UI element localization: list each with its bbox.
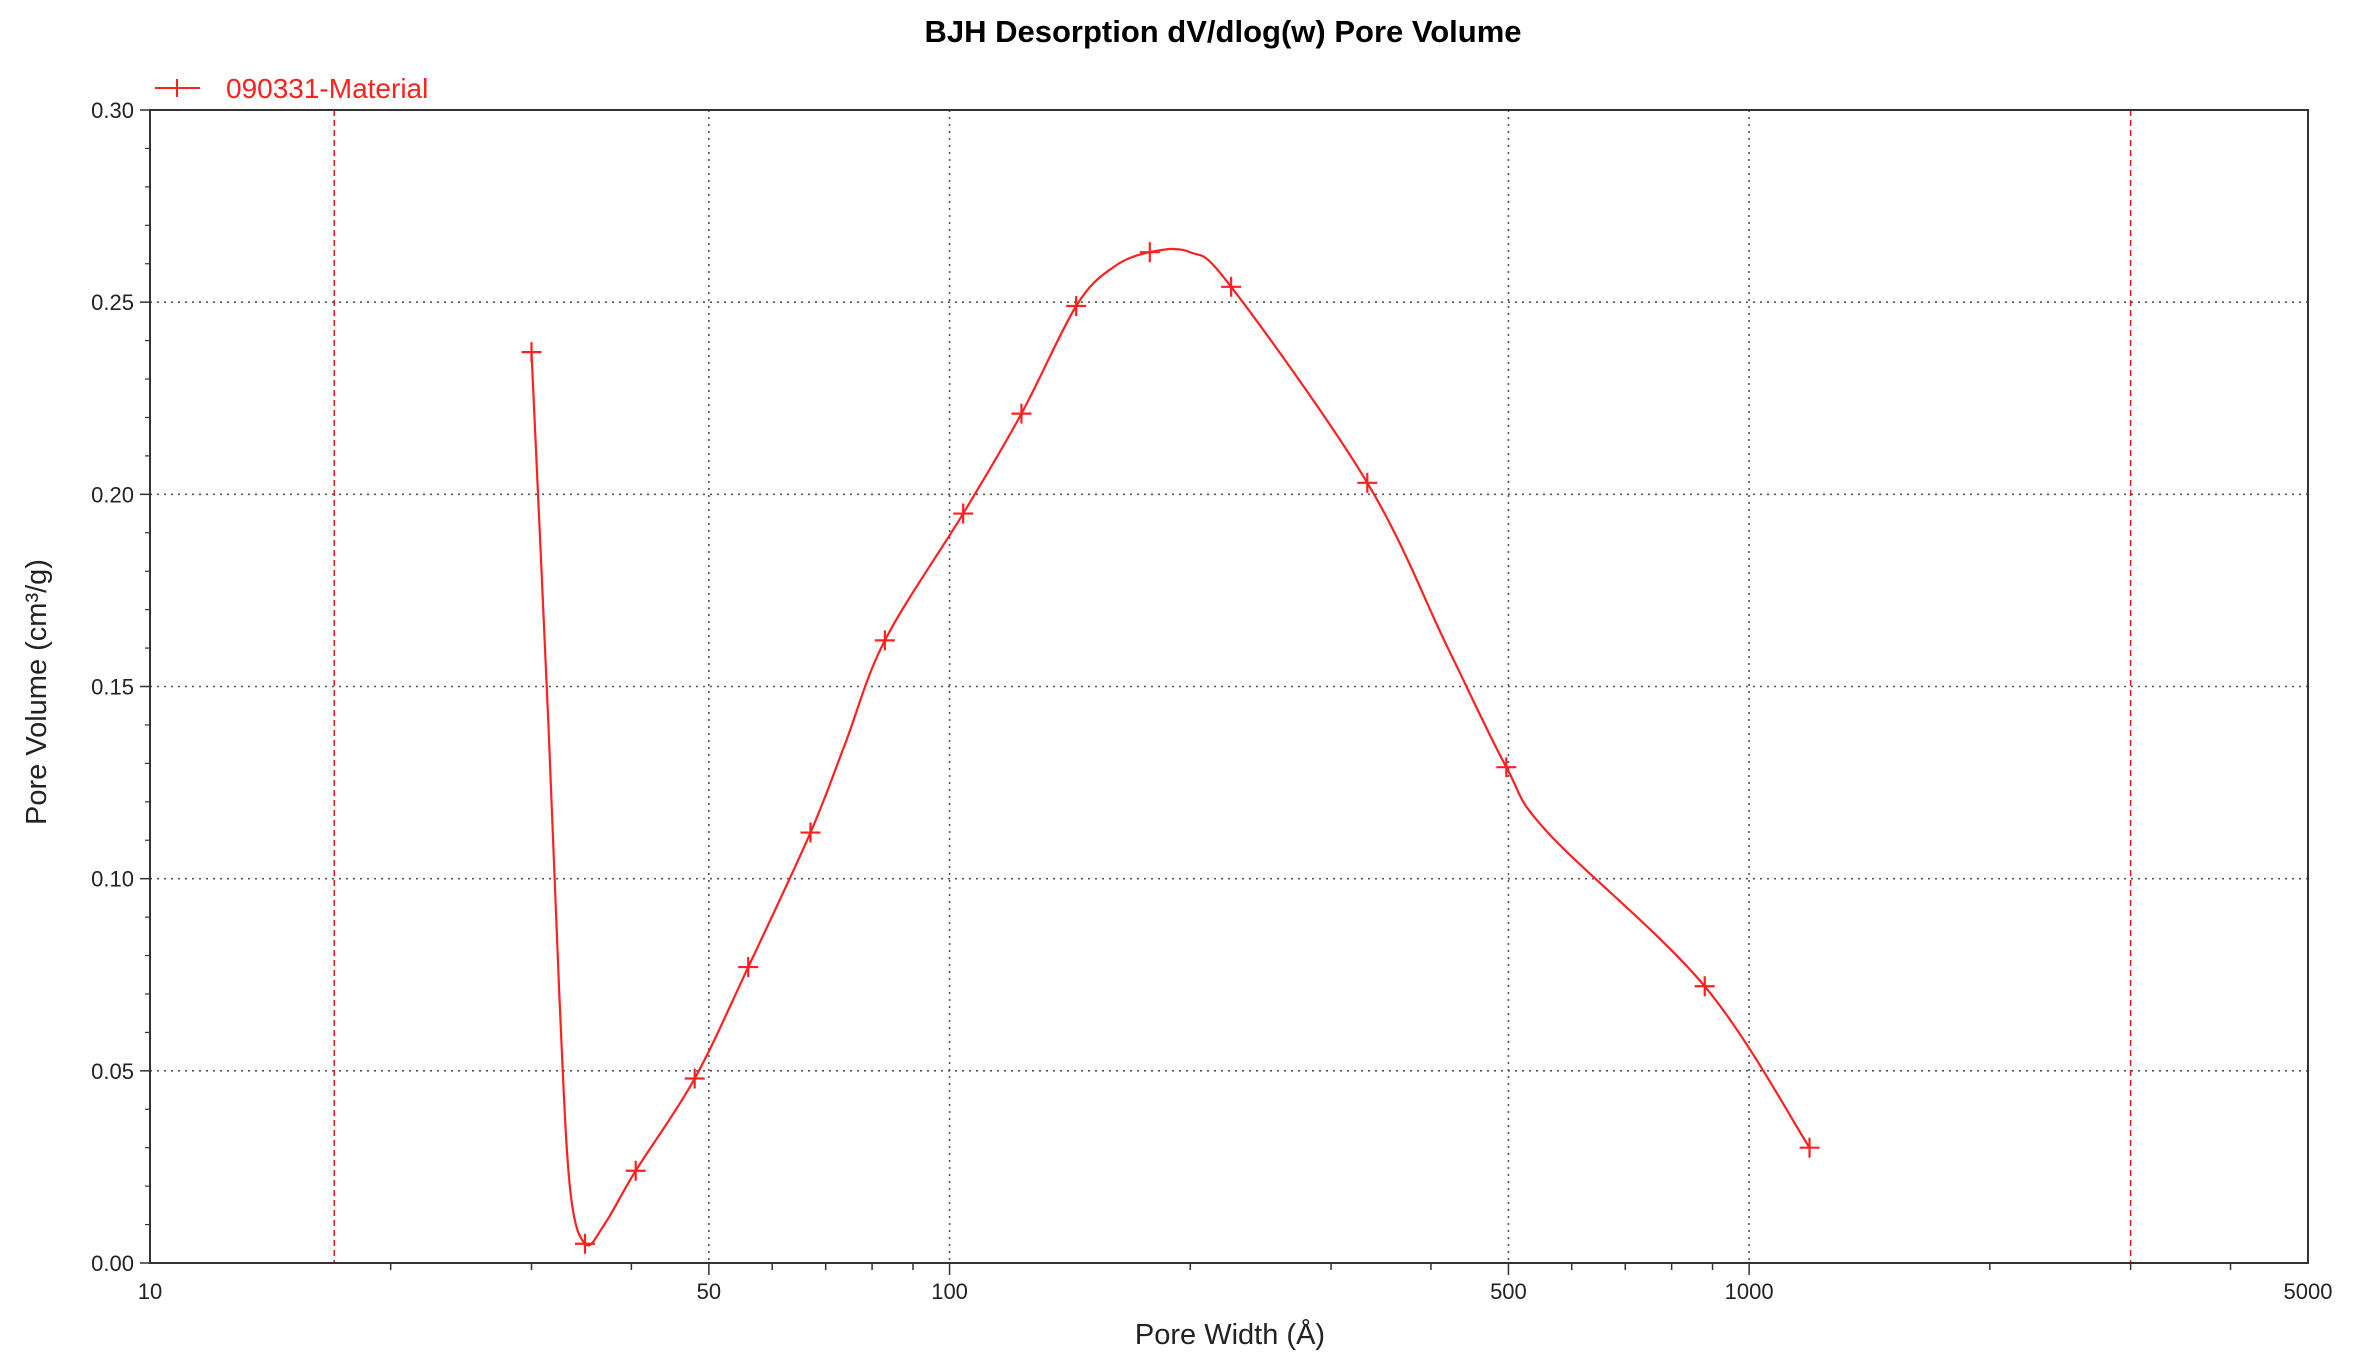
chart-title: BJH Desorption dV/dlog(w) Pore Volume — [924, 14, 1521, 49]
y-tick-label: 0.25 — [91, 290, 134, 315]
series-line — [530, 247, 1811, 1247]
x-tick-label: 10 — [138, 1279, 162, 1304]
x-tick-label: 50 — [697, 1279, 721, 1304]
legend-entry-label: 090331-Material — [226, 73, 428, 104]
y-tick-label: 0.20 — [91, 482, 134, 507]
y-tick-label: 0.05 — [91, 1059, 134, 1084]
x-tick-label: 100 — [931, 1279, 968, 1304]
legend: 090331-Material — [155, 73, 428, 104]
x-tick-label: 1000 — [1725, 1279, 1774, 1304]
plot-area: 10 50 100 500 1000 5000 0.00 0.05 0.10 0.15 0.20 0.… — [91, 98, 2332, 1304]
y-axis-label: Pore Volume (cm³/g) — [21, 559, 53, 825]
y-tick-label: 0.15 — [91, 675, 134, 700]
y-tick-label: 0.10 — [91, 867, 134, 892]
x-tick-label: 500 — [1490, 1279, 1527, 1304]
x-tick-label: 5000 — [2284, 1279, 2333, 1304]
y-tick-label: 0.30 — [91, 98, 134, 123]
y-tick-label: 0.00 — [91, 1251, 134, 1276]
x-axis-label: Pore Width (Å) — [1135, 1318, 1325, 1351]
